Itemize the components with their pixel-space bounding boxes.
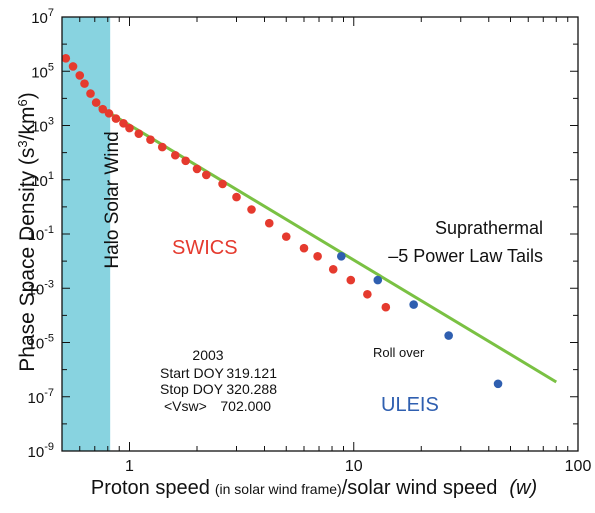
uleis-point: [409, 300, 418, 309]
y-tick-label-base: 10: [28, 227, 45, 244]
uleis-point: [493, 379, 503, 389]
y-tick-label-exp: -3: [44, 278, 54, 290]
x-axis-label: Proton speed (in solar wind frame)/solar …: [91, 477, 537, 499]
swics-point: [281, 232, 291, 241]
swics-point: [125, 123, 134, 133]
y-tick-label: 103: [31, 116, 54, 136]
swics-point: [247, 205, 256, 214]
halo-label: Halo Solar Wind: [102, 131, 123, 268]
stop-doy-label: Stop DOY: [160, 381, 224, 397]
swics-point: [192, 164, 202, 174]
x-axis-label-small: (in solar wind frame): [215, 481, 342, 497]
y-tick-label-base: 10: [31, 64, 48, 81]
x-tick-label: 1: [125, 458, 134, 475]
swics-point: [264, 218, 274, 228]
swics-point: [104, 109, 114, 118]
y-tick-label-exp: 1: [48, 170, 54, 182]
y-axis-label-prefix: Phase Space Density (s: [16, 148, 39, 372]
y-axis-label-exp2: 6: [15, 99, 30, 106]
halo-region: [62, 17, 111, 451]
y-tick-label-base: 10: [31, 10, 48, 27]
y-tick-label: 10-5: [28, 333, 54, 353]
uleis-label: ULEIS: [381, 394, 439, 416]
y-tick-label-exp: 7: [48, 7, 54, 19]
x-axis-label-main: Proton speed: [91, 477, 210, 499]
swics-label: SWICS: [172, 237, 238, 259]
suprathermal-label-line1: Suprathermal: [435, 218, 543, 238]
swics-point: [201, 170, 211, 180]
y-axis-label-exp1: 3: [15, 140, 30, 147]
stop-doy: Stop DOY 320.288: [160, 381, 277, 397]
y-tick-label-exp: 5: [48, 61, 54, 73]
start-doy-value: 319.121: [226, 365, 277, 381]
roll-over-label: Roll over: [373, 345, 425, 360]
swics-point: [232, 192, 241, 202]
start-doy: Start DOY 319.121: [160, 365, 277, 381]
swics-point: [299, 243, 309, 253]
swics-point: [313, 252, 322, 261]
y-tick-label: 101: [31, 170, 54, 190]
x-axis-label-rest: /solar wind speed: [342, 477, 498, 499]
swics-point: [119, 119, 128, 128]
y-tick-label: 107: [31, 7, 54, 27]
y-tick-label: 10-3: [28, 278, 54, 298]
year-label: 2003: [192, 347, 223, 363]
y-tick-label-exp: -9: [44, 441, 54, 453]
start-doy-label: Start DOY: [160, 365, 224, 381]
y-tick-label-base: 10: [28, 444, 45, 461]
x-axis-label-var: (w): [509, 477, 537, 499]
y-tick-label: 10-7: [28, 387, 54, 407]
y-tick-label-base: 10: [28, 336, 45, 353]
y-axis-label: Phase Space Density (s3/km6): [15, 92, 40, 371]
y-tick-label: 10-1: [28, 224, 54, 244]
swics-point: [111, 114, 121, 123]
y-tick-label-base: 10: [28, 390, 45, 407]
vsw: <Vsw> 702.000: [164, 398, 271, 414]
swics-point: [328, 264, 338, 274]
vsw-label: <Vsw>: [164, 398, 207, 414]
swics-point: [91, 98, 101, 107]
y-tick-label: 105: [31, 61, 54, 81]
swics-point: [68, 62, 78, 71]
y-tick-label-exp: 3: [48, 116, 54, 128]
swics-point: [134, 129, 144, 138]
vsw-value: 702.000: [220, 398, 271, 414]
swics-point: [146, 135, 155, 144]
x-tick-label: 100: [565, 458, 592, 475]
swics-point: [363, 289, 372, 299]
swics-point: [86, 89, 95, 98]
suprathermal-label-line2: –5 Power Law Tails: [388, 246, 543, 266]
swics-point: [61, 54, 71, 63]
swics-point: [181, 156, 190, 166]
y-tick-label-base: 10: [31, 173, 48, 190]
y-axis-label-suffix: ): [16, 92, 39, 99]
swics-point: [218, 179, 227, 189]
y-axis-label-mid: /km: [16, 107, 39, 141]
swics-point: [80, 79, 89, 88]
y-tick-label-exp: -1: [44, 224, 54, 236]
swics-point: [170, 150, 180, 160]
swics-point: [381, 302, 391, 312]
swics-point: [75, 71, 85, 80]
uleis-point: [337, 252, 346, 261]
uleis-point: [373, 275, 383, 285]
y-tick-label: 10-9: [28, 441, 54, 461]
swics-point: [157, 142, 167, 152]
power-law-fit-line: [98, 105, 558, 384]
swics-point: [98, 104, 108, 114]
y-tick-label-base: 10: [28, 281, 45, 298]
stop-doy-value: 320.288: [226, 381, 277, 397]
y-tick-label-base: 10: [31, 119, 48, 136]
x-tick-label: 10: [345, 458, 363, 475]
y-tick-label-exp: -7: [44, 387, 54, 399]
swics-point: [346, 275, 356, 285]
y-tick-label-exp: -5: [44, 333, 54, 345]
uleis-point: [444, 331, 453, 340]
